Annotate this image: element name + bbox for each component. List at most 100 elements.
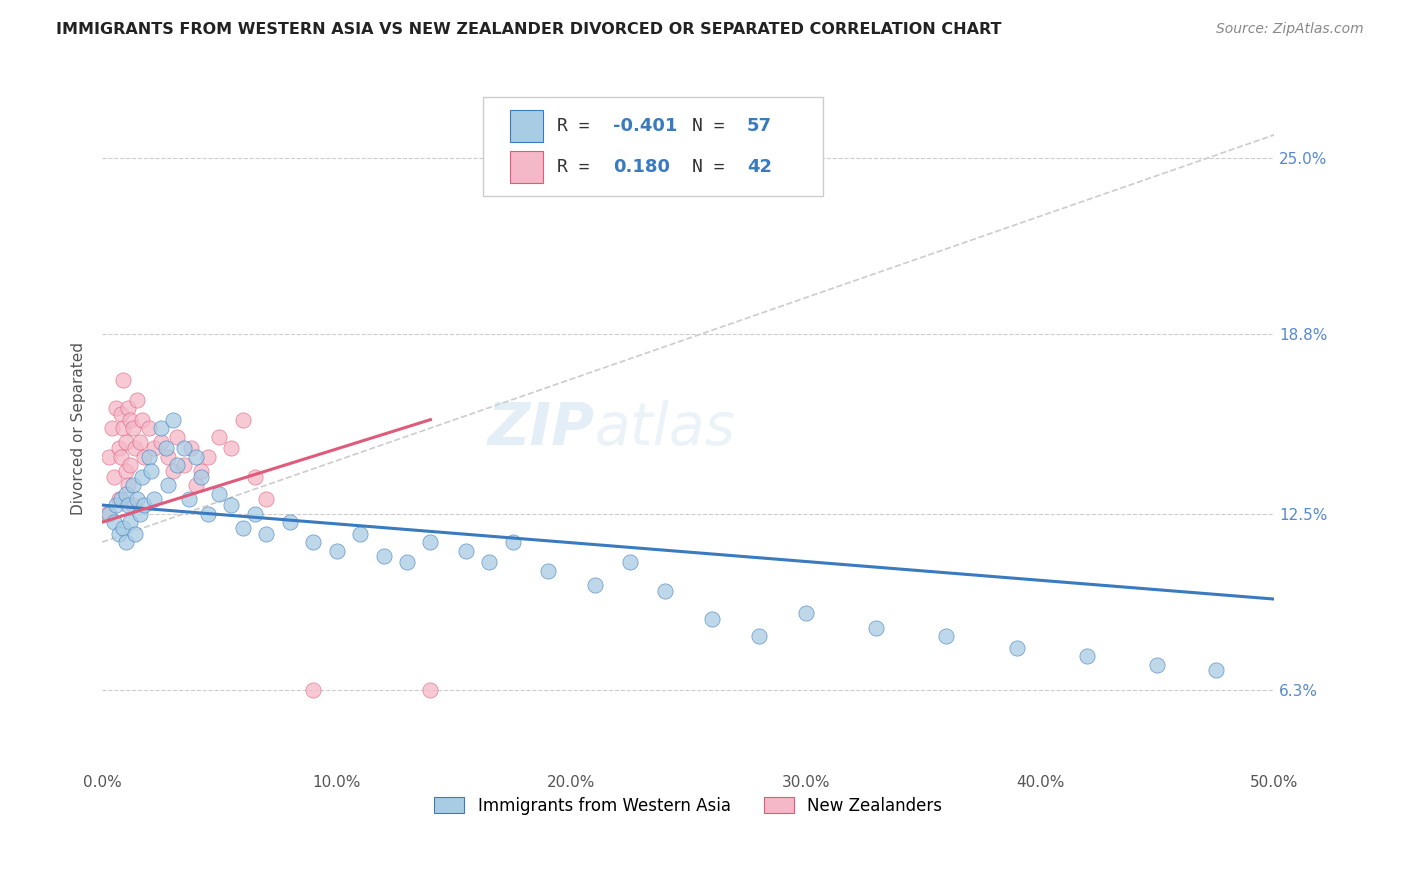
- Point: [134, 498, 156, 512]
- Point: [124, 441, 146, 455]
- Point: [502, 535, 524, 549]
- Text: ZIP: ZIP: [488, 400, 595, 457]
- Point: [117, 478, 139, 492]
- Point: [110, 407, 132, 421]
- Point: [138, 450, 160, 464]
- Text: -0.401: -0.401: [613, 117, 678, 135]
- Point: [419, 535, 441, 549]
- Point: [149, 421, 172, 435]
- Point: [103, 515, 125, 529]
- Point: [124, 526, 146, 541]
- Point: [794, 607, 817, 621]
- Y-axis label: Divorced or Separated: Divorced or Separated: [72, 342, 86, 515]
- Point: [190, 469, 212, 483]
- Point: [107, 526, 129, 541]
- Text: atlas: atlas: [595, 400, 735, 457]
- Point: [107, 492, 129, 507]
- Point: [100, 421, 122, 435]
- Point: [134, 450, 156, 464]
- Text: N =: N =: [692, 158, 735, 176]
- Point: [583, 578, 606, 592]
- Point: [142, 441, 165, 455]
- Point: [654, 583, 676, 598]
- Point: [98, 450, 121, 464]
- Point: [278, 515, 301, 529]
- Point: [865, 621, 887, 635]
- Point: [619, 555, 641, 569]
- Point: [98, 507, 121, 521]
- Point: [117, 498, 139, 512]
- Point: [1076, 648, 1098, 663]
- Point: [419, 683, 441, 698]
- Point: [173, 458, 195, 473]
- Point: [120, 515, 142, 529]
- FancyBboxPatch shape: [484, 96, 823, 195]
- Point: [180, 441, 202, 455]
- Point: [935, 629, 957, 643]
- Point: [349, 526, 371, 541]
- Point: [537, 564, 560, 578]
- Text: R =: R =: [557, 117, 600, 135]
- Point: [243, 507, 266, 521]
- Point: [1146, 657, 1168, 672]
- Point: [190, 464, 212, 478]
- Point: [121, 498, 143, 512]
- Point: [121, 421, 143, 435]
- Point: [127, 392, 149, 407]
- Point: [155, 441, 177, 455]
- Point: [454, 543, 477, 558]
- Point: [103, 469, 125, 483]
- Point: [208, 486, 231, 500]
- Point: [96, 507, 118, 521]
- Point: [114, 535, 136, 549]
- Point: [232, 521, 254, 535]
- Point: [748, 629, 770, 643]
- Point: [114, 435, 136, 450]
- Point: [112, 373, 135, 387]
- Point: [114, 464, 136, 478]
- Point: [127, 492, 149, 507]
- Point: [1205, 663, 1227, 677]
- Text: R =: R =: [557, 158, 600, 176]
- Point: [232, 412, 254, 426]
- Point: [128, 507, 150, 521]
- Point: [197, 507, 219, 521]
- Point: [112, 521, 135, 535]
- Point: [162, 412, 184, 426]
- Point: [128, 435, 150, 450]
- Point: [254, 492, 277, 507]
- Point: [117, 401, 139, 416]
- Text: 0.180: 0.180: [613, 158, 671, 176]
- Point: [184, 450, 207, 464]
- Point: [105, 498, 128, 512]
- Legend: Immigrants from Western Asia, New Zealanders: Immigrants from Western Asia, New Zealan…: [426, 789, 950, 823]
- Point: [138, 421, 160, 435]
- FancyBboxPatch shape: [510, 110, 543, 143]
- Point: [156, 450, 179, 464]
- Point: [184, 478, 207, 492]
- Point: [120, 458, 142, 473]
- Point: [173, 441, 195, 455]
- Point: [373, 549, 395, 564]
- Point: [1005, 640, 1028, 655]
- Point: [243, 469, 266, 483]
- Point: [120, 412, 142, 426]
- Point: [254, 526, 277, 541]
- Point: [121, 478, 143, 492]
- Text: N =: N =: [692, 117, 735, 135]
- Point: [700, 612, 723, 626]
- Point: [197, 450, 219, 464]
- Text: IMMIGRANTS FROM WESTERN ASIA VS NEW ZEALANDER DIVORCED OR SEPARATED CORRELATION : IMMIGRANTS FROM WESTERN ASIA VS NEW ZEAL…: [56, 22, 1001, 37]
- Point: [112, 421, 135, 435]
- Point: [219, 441, 242, 455]
- Point: [395, 555, 418, 569]
- Text: Source: ZipAtlas.com: Source: ZipAtlas.com: [1216, 22, 1364, 37]
- Point: [141, 464, 163, 478]
- Point: [325, 543, 347, 558]
- Point: [219, 498, 242, 512]
- Text: 42: 42: [747, 158, 772, 176]
- Text: 57: 57: [747, 117, 772, 135]
- Point: [114, 486, 136, 500]
- Point: [107, 441, 129, 455]
- Point: [478, 555, 501, 569]
